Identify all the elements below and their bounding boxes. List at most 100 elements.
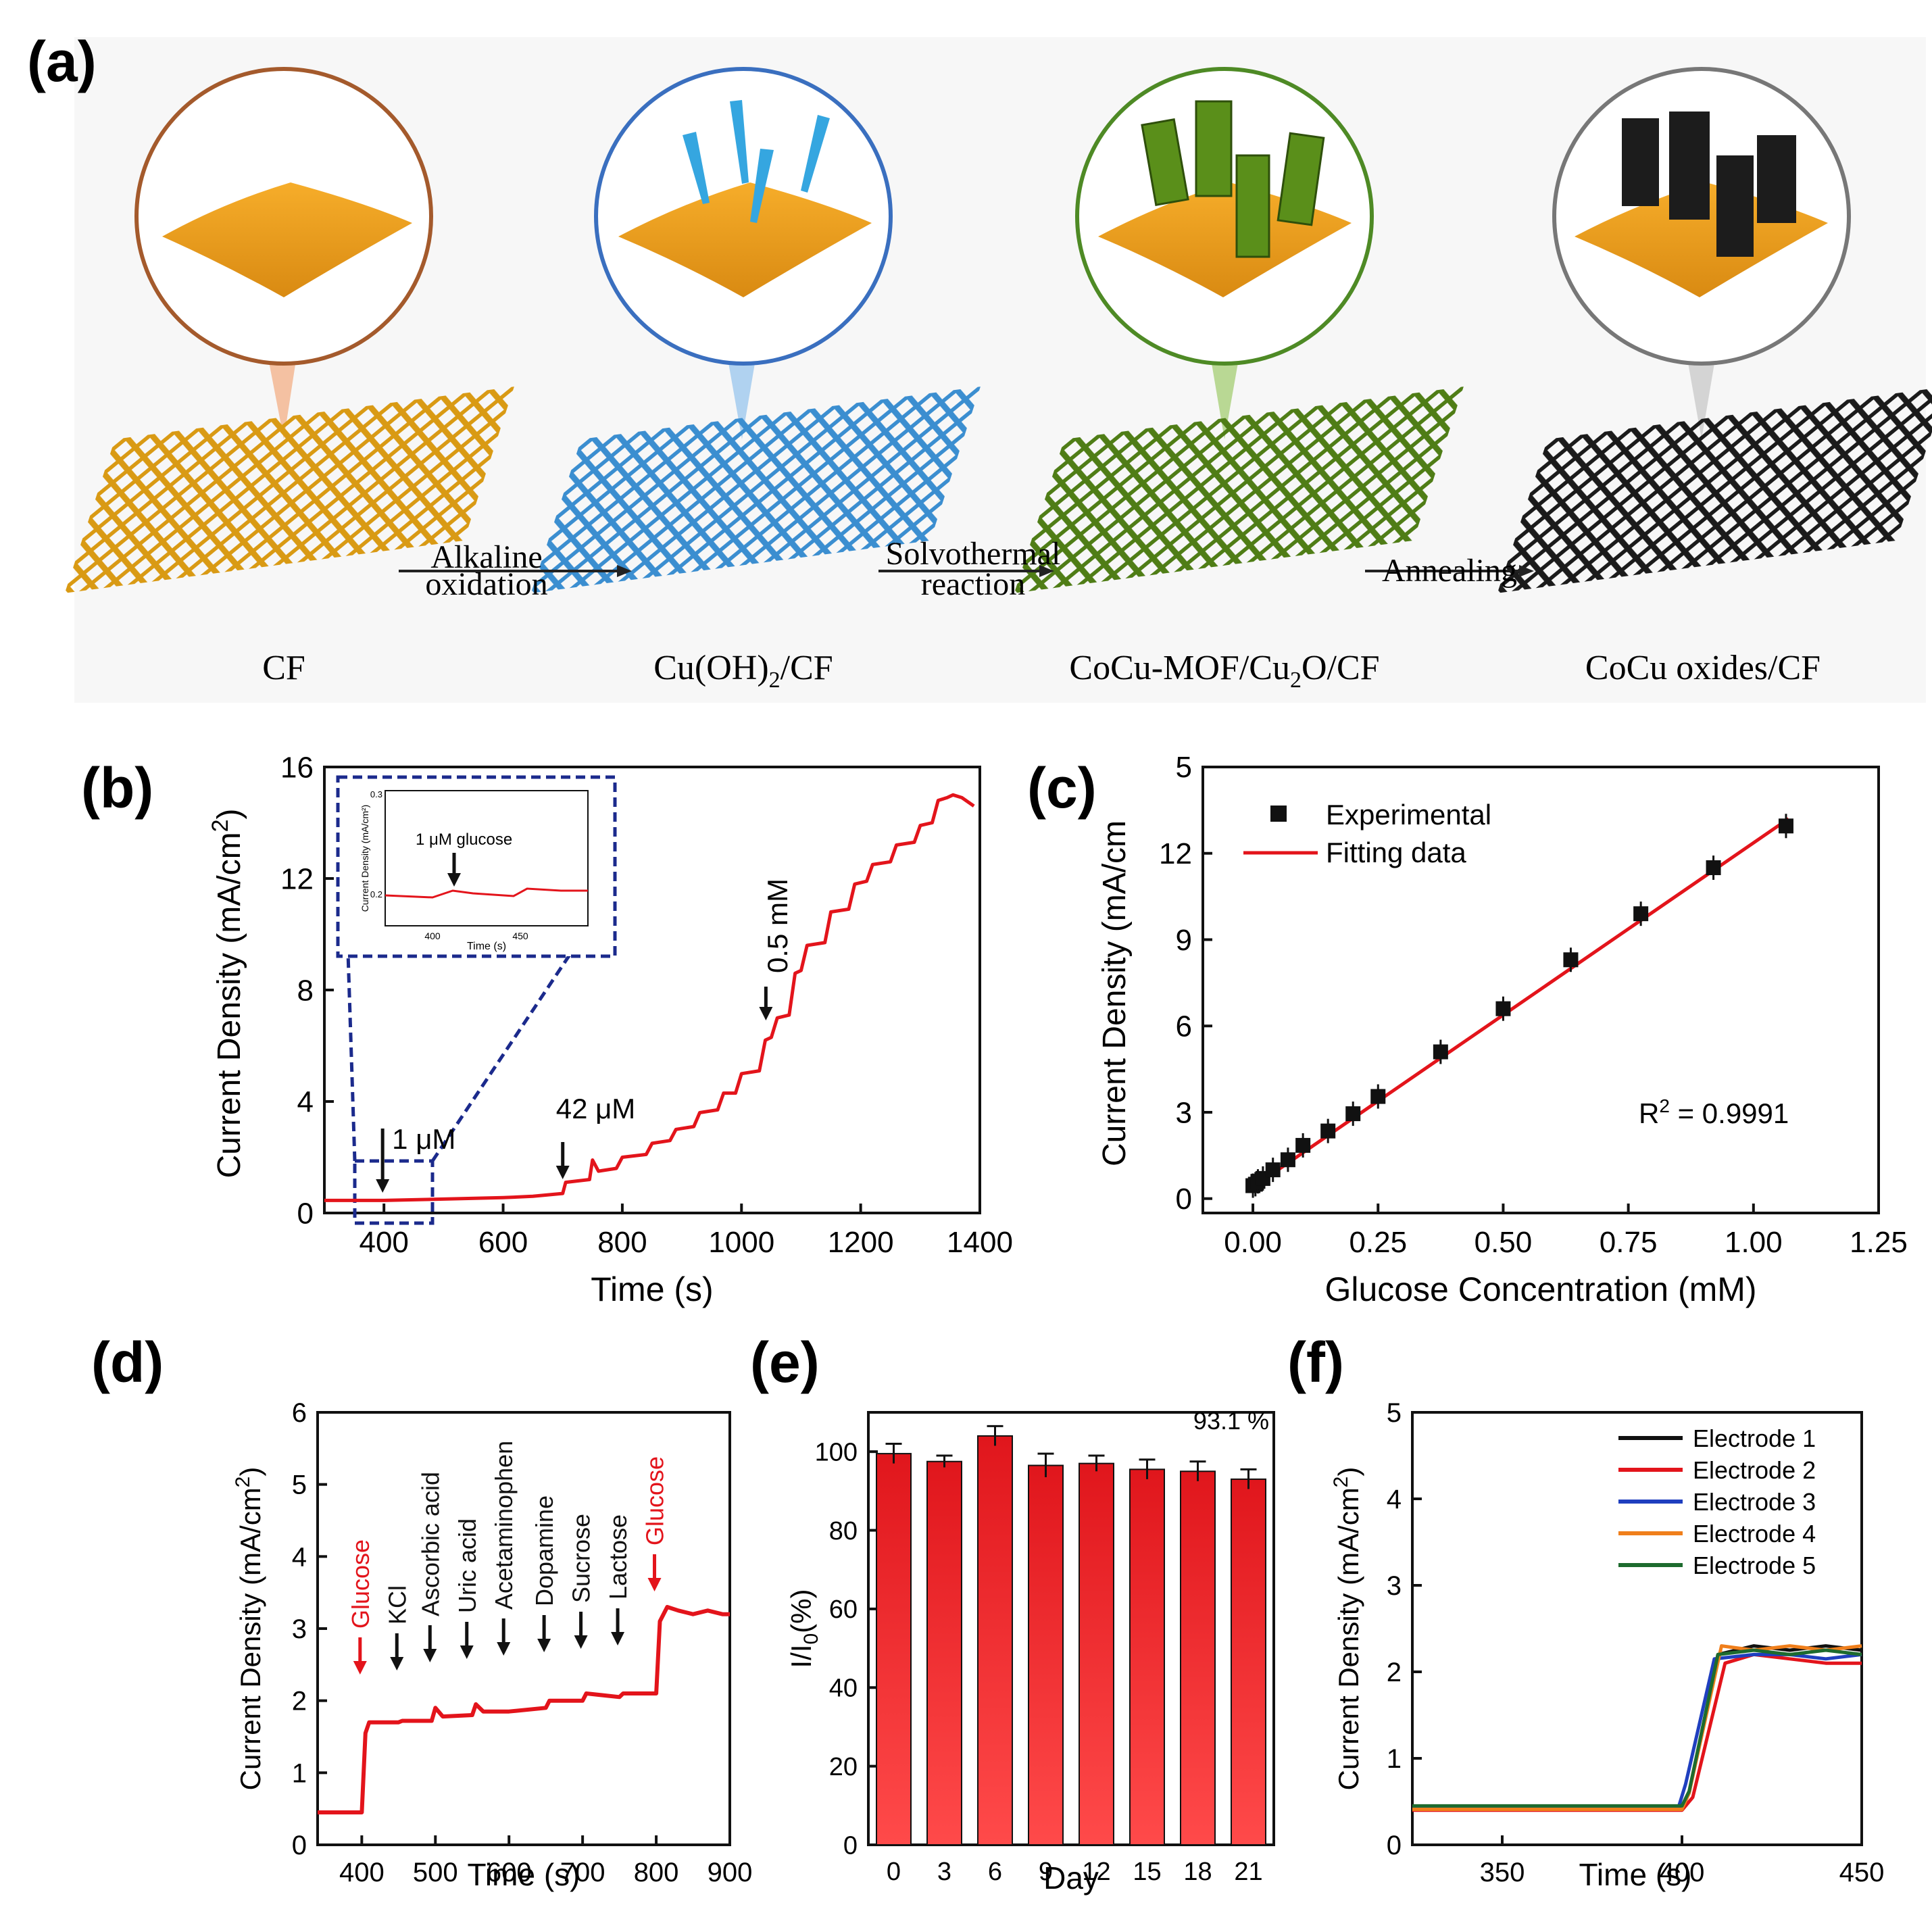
y-tick-label: 5	[292, 1470, 307, 1500]
data-point	[1345, 1106, 1361, 1122]
panel-f: (f) 350 400 450 0 1 2 3 4 5 Electrode 1 Electrode 2…	[1287, 1331, 1884, 1892]
y-axis-label: Current Density (mA/cm2)	[1330, 1467, 1364, 1791]
fit-line	[1252, 817, 1790, 1189]
y-tick-label: 1	[292, 1758, 307, 1788]
y-axis-label: Current Density (mA/cm	[1097, 820, 1133, 1166]
y-tick-label: 3	[292, 1614, 307, 1644]
nanorods	[683, 100, 830, 223]
stage-label-name: CoCu oxides/CF	[1585, 649, 1820, 687]
magnifier-cone-cuoh2	[726, 351, 757, 439]
x-tick-label: 400	[339, 1858, 385, 1887]
stage-label-tail: /CF	[781, 649, 833, 687]
x-tick-label: 6	[988, 1858, 1002, 1886]
y-tick-label: 20	[829, 1753, 858, 1781]
process-arrow-head	[1519, 565, 1534, 577]
electrode-trace	[1412, 1648, 1862, 1808]
annotation-42uM: 42 μM	[556, 1093, 636, 1124]
y-tick-label: 0	[292, 1831, 307, 1860]
stage-label-name: CF	[262, 649, 305, 687]
bar	[1129, 1468, 1165, 1846]
data-point	[1433, 1044, 1448, 1060]
annotation-arrow-42uM-head	[555, 1166, 570, 1179]
plot-frame	[867, 1411, 1275, 1846]
bar	[1180, 1470, 1216, 1846]
inset-x-tick: 450	[512, 931, 528, 941]
zoom-connector	[430, 951, 573, 1162]
legend-marker-experimental	[1270, 806, 1287, 822]
stage-label-tail: O/CF	[1302, 649, 1380, 687]
y-axis-label-part: 0	[800, 1633, 822, 1645]
interferent-label: Ascorbic acid	[416, 1472, 444, 1616]
y-axis-label-part: Current Density (mA/cm	[1333, 1487, 1364, 1790]
x-tick-label: 600	[487, 1858, 532, 1887]
x-tick-label: 1400	[947, 1226, 1013, 1259]
annotation-arrow-05mM-head	[759, 1007, 773, 1020]
mesh-cuoh2	[530, 387, 981, 593]
data-point	[1370, 1089, 1386, 1104]
legend-label: Electrode 3	[1693, 1488, 1816, 1516]
stage-label: CoCu-MOF/Cu2O/CF	[1069, 649, 1379, 693]
y-tick-label: 12	[1159, 837, 1192, 870]
y-tick-label: 5	[1387, 1398, 1402, 1428]
y-axis-label: Current Density (mA/cm2)	[207, 809, 247, 1179]
process-step-label: Alkaline	[430, 539, 542, 575]
bar	[926, 1460, 962, 1846]
y-tick-label: 0	[843, 1831, 858, 1860]
y-axis-label-part: )	[1333, 1467, 1364, 1477]
copper-sheet	[618, 182, 872, 297]
inset-annotation: 1 μM glucose	[416, 831, 512, 849]
stage-label: CF	[262, 649, 305, 687]
mesh-mof	[1014, 387, 1464, 593]
y-tick-label: 16	[280, 751, 314, 784]
y-tick-label: 9	[1176, 924, 1192, 957]
inset-trace	[385, 887, 588, 899]
x-tick-label: 800	[597, 1226, 647, 1259]
panel-c-label: (c)	[1027, 756, 1097, 820]
annotation-0.5mM: 0.5 mM	[762, 878, 793, 973]
interferent-arrow-head	[390, 1657, 404, 1670]
x-axis-label: Day	[1043, 1860, 1099, 1896]
bar	[1079, 1462, 1114, 1846]
x-tick-label: 600	[478, 1226, 528, 1259]
interferent-arrow-head	[537, 1639, 551, 1652]
stage-label-subscript: 2	[1290, 668, 1302, 693]
bar	[1028, 1464, 1064, 1846]
zoom-region	[353, 1159, 435, 1225]
panel-f-label: (f)	[1287, 1331, 1344, 1394]
interferent-arrow-head	[497, 1642, 511, 1656]
y-tick-label: 6	[292, 1398, 307, 1428]
data-point	[1320, 1123, 1336, 1139]
stage-labels: CF Cu(OH)2/CF CoCu-MOF/Cu2O/CF CoCu oxides/…	[262, 649, 1820, 693]
inset-y-tick: 0.3	[370, 789, 382, 799]
y-tick-label: 0	[1387, 1831, 1402, 1860]
interferent-arrow-head	[611, 1632, 625, 1645]
interferent-label: Sucrose	[568, 1514, 595, 1603]
interferent-label: Glucose	[641, 1456, 669, 1545]
stage-cf	[64, 67, 514, 593]
panel-d: (d) 400 500 600 700 800 900 0 1 2 3 4 5 6 Glucose KCl As…	[91, 1331, 752, 1892]
electrode-trace	[1412, 1652, 1862, 1812]
y-tick-label: 100	[815, 1438, 858, 1466]
magnifier-cone-mof	[1210, 351, 1240, 439]
y-tick-label: 4	[1387, 1485, 1402, 1514]
stage-oxides	[1497, 67, 1932, 593]
y-axis-label-part: )	[234, 1467, 266, 1477]
y-tick-label: 1	[1387, 1744, 1402, 1774]
y-tick-label: 0	[297, 1197, 314, 1230]
panel-c: (c) 0.00 0.25 0.50 0.75 1.00 1.25 0 3 6 9 12 5 Experi…	[1027, 751, 1908, 1308]
stage-label: Cu(OH)2/CF	[653, 649, 833, 693]
data-point	[1778, 818, 1793, 834]
legend-label: Electrode 2	[1693, 1456, 1816, 1484]
y-tick-label: 60	[829, 1595, 858, 1624]
process-step-label: reaction	[921, 566, 1026, 602]
y-axis-label-part: 2	[207, 819, 233, 832]
bar	[1231, 1478, 1266, 1846]
inset-x-label: Time (s)	[467, 941, 506, 952]
x-tick-label: 400	[359, 1226, 408, 1259]
panel-b: (b) 400 600 800 1000 1200 1400 0 4 8 12 16 1 μM 42 μM…	[81, 751, 1013, 1308]
x-tick-label: 500	[413, 1858, 458, 1887]
interferent-label: Dopamine	[530, 1495, 558, 1606]
zoom-connector	[346, 952, 357, 1162]
interferent-arrow-head	[353, 1661, 367, 1675]
